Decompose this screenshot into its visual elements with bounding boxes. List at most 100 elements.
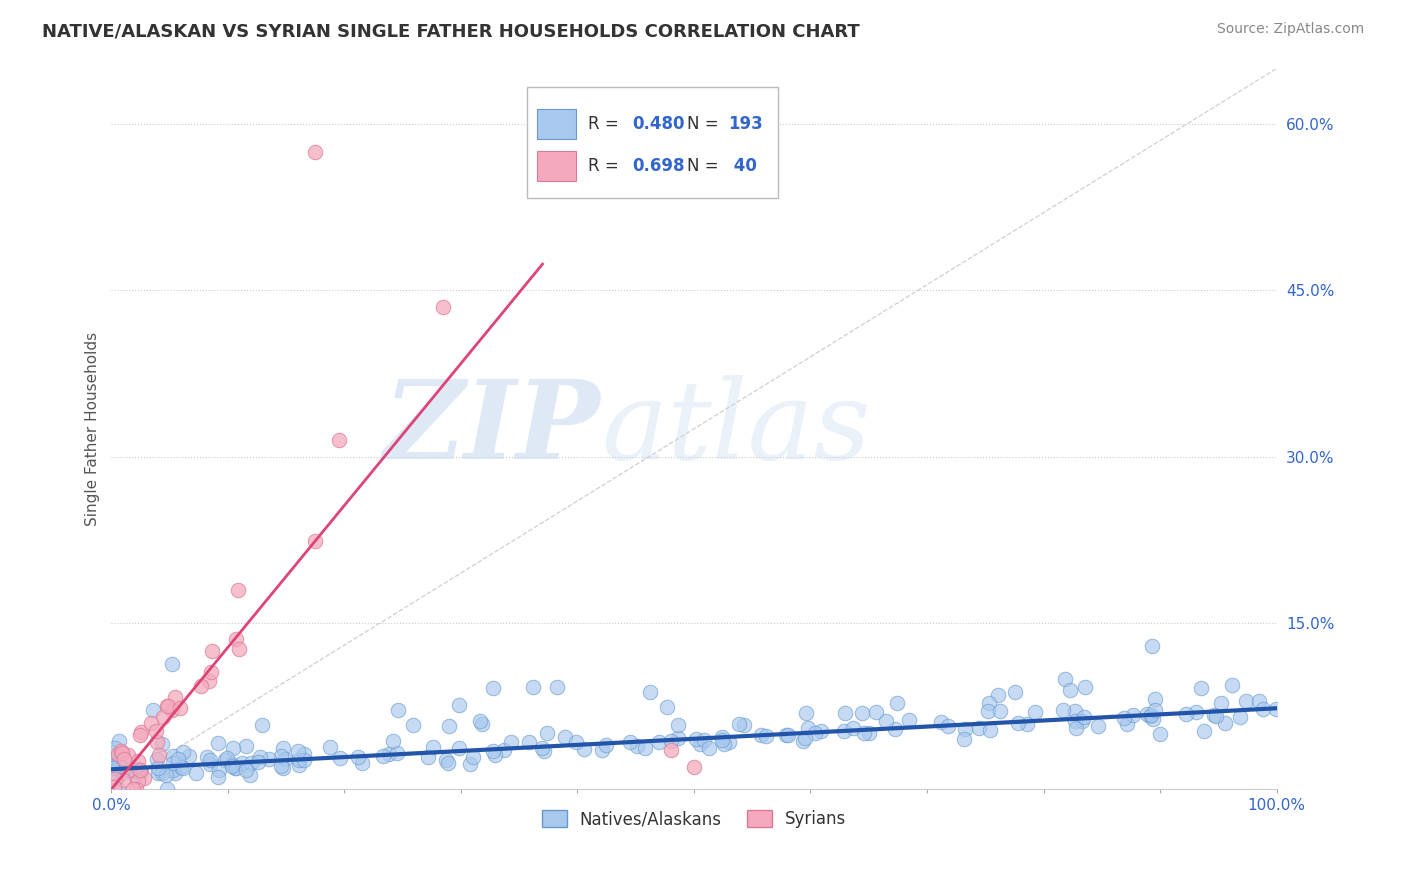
Point [1149,727,1171,741]
Point [1185,705,1208,719]
Point [633,740,655,755]
Point [214,753,236,767]
Point [103,780,125,795]
Point [1136,707,1159,722]
Point [416,749,439,764]
Point [221,756,243,771]
Point [100,757,122,772]
Point [1074,680,1097,694]
Point [458,756,481,771]
Point [1194,724,1216,739]
Point [1064,714,1087,728]
Y-axis label: Single Father Households: Single Father Households [86,332,100,526]
Point [898,714,921,728]
Point [200,757,222,772]
Point [292,753,315,767]
Point [1015,716,1038,731]
Point [170,760,193,774]
Point [111,765,134,780]
Point [246,756,269,770]
Point [536,726,558,740]
Point [222,741,245,756]
Point [167,752,190,766]
Point [522,680,544,694]
Point [1211,696,1233,710]
Point [198,753,221,767]
Point [591,743,613,757]
Point [387,703,409,717]
Point [319,740,342,755]
Point [659,743,682,757]
Point [1070,714,1092,729]
Point [111,772,134,787]
Point [1142,712,1164,726]
Point [100,761,122,775]
Point [148,747,170,762]
Point [1059,683,1081,698]
Point [979,723,1001,737]
Point [626,739,648,753]
Point [1253,702,1275,716]
Point [1143,692,1166,706]
Point [221,759,243,773]
Point [112,752,135,766]
Point [967,721,990,735]
Point [118,763,141,777]
Point [226,582,249,597]
Point [150,737,173,751]
Text: R =: R = [588,115,624,133]
Point [304,534,326,549]
Point [184,765,207,780]
Point [231,756,253,770]
Point [749,728,772,742]
Text: 193: 193 [728,115,762,133]
Point [1116,717,1139,731]
Point [155,768,177,782]
Point [517,735,540,749]
Point [141,703,163,717]
Point [111,746,134,760]
Point [794,731,817,745]
Point [250,718,273,732]
Point [1213,716,1236,731]
Text: R =: R = [588,157,624,175]
Point [304,145,326,159]
Text: ZIP: ZIP [384,376,600,483]
Point [128,763,150,777]
Point [1140,639,1163,653]
Point [146,761,169,775]
Point [666,731,689,746]
Point [249,749,271,764]
Point [139,715,162,730]
Point [572,742,595,756]
Point [195,750,218,764]
Point [127,774,149,789]
FancyBboxPatch shape [537,151,576,181]
Point [162,703,184,717]
Point [177,749,200,764]
Point [834,706,856,720]
Point [858,726,880,740]
Point [1249,694,1271,708]
Point [169,701,191,715]
Point [432,300,454,314]
Point [165,765,187,780]
Point [728,717,751,731]
Point [125,764,148,779]
Point [689,737,711,751]
Point [156,698,179,713]
Point [240,756,263,771]
Text: NATIVE/ALASKAN VS SYRIAN SINGLE FATHER HOUSEHOLDS CORRELATION CHART: NATIVE/ALASKAN VS SYRIAN SINGLE FATHER H… [42,22,860,40]
Point [134,771,156,785]
Point [952,731,974,746]
Point [875,714,897,728]
Point [713,738,735,752]
Legend: Natives/Alaskans, Syrians: Natives/Alaskans, Syrians [534,804,853,835]
Point [201,644,224,658]
Point [792,734,814,748]
Point [172,761,194,775]
Point [1229,710,1251,724]
Point [1143,702,1166,716]
Point [104,740,127,755]
Point [207,770,229,784]
